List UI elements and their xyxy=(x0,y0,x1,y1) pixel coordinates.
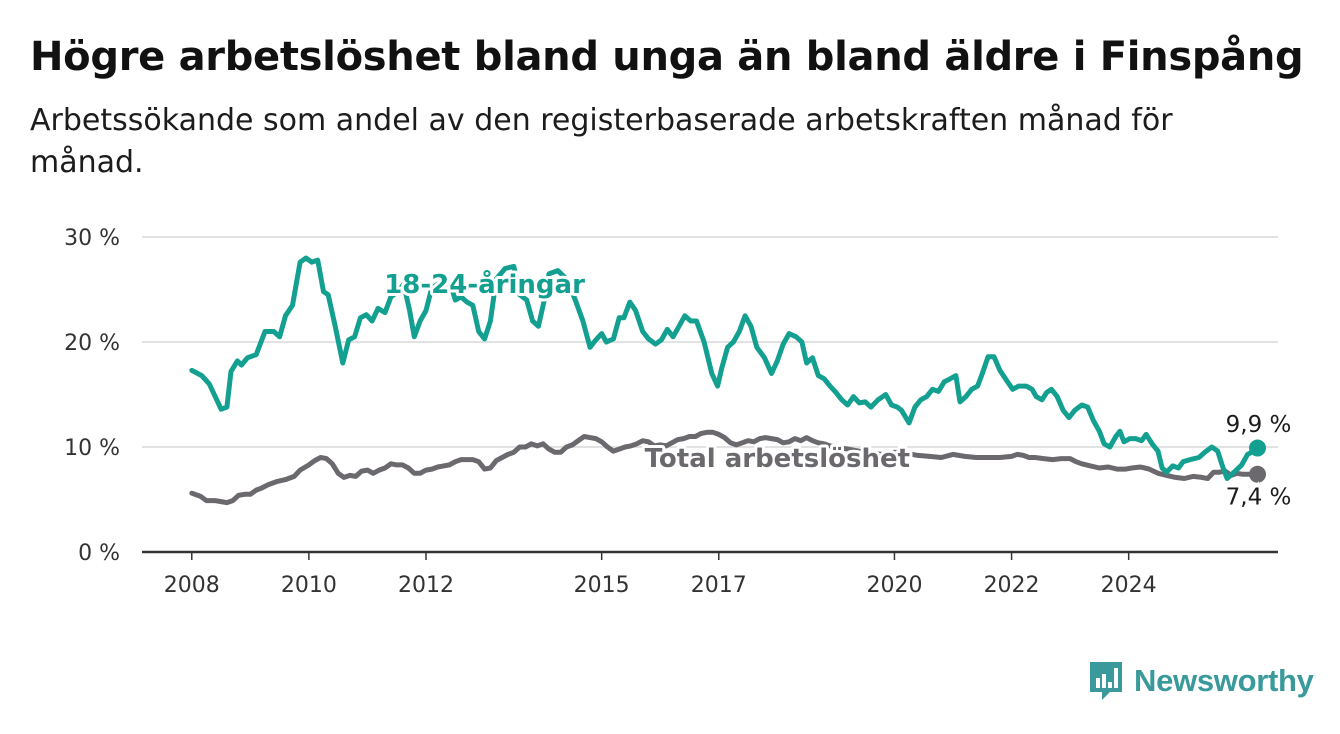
x-tick-label: 2024 xyxy=(1101,573,1157,598)
chart-title: Högre arbetslöshet bland unga än bland ä… xyxy=(30,34,1304,80)
end-value-label-youth: 9,9 % xyxy=(1226,412,1292,438)
chart-subtitle: Arbetssökande som andel av den registerb… xyxy=(30,103,1173,180)
x-tick-label: 2017 xyxy=(691,573,747,598)
x-tick-label: 2015 xyxy=(574,573,630,598)
y-tick-label: 10 % xyxy=(64,436,120,461)
end-markers: 9,9 % 7,4 % xyxy=(1223,410,1294,513)
y-tick-label: 30 % xyxy=(64,226,120,251)
y-tick-label: 20 % xyxy=(64,331,120,356)
x-tick-label: 2008 xyxy=(164,573,220,598)
x-tick-label: 2020 xyxy=(866,573,922,598)
series-lines xyxy=(189,255,1260,506)
end-marker-youth xyxy=(1249,439,1267,457)
y-axis-tick-labels: 0 % 10 % 20 % 30 % xyxy=(64,226,120,566)
logo-text: Newsworthy xyxy=(1134,663,1314,698)
series-label-youth: 18-24-åringar xyxy=(384,268,585,300)
series-annotations: 18-24-åringar Total arbetslöshet xyxy=(381,265,913,477)
newsworthy-logo: Newsworthy xyxy=(1088,660,1314,702)
end-value-label-total: 7,4 % xyxy=(1226,484,1292,510)
gridlines xyxy=(142,236,1278,554)
x-axis-tick-labels: 2008 2010 2012 2015 2017 2020 2022 2024 xyxy=(164,552,1157,598)
x-tick-label: 2022 xyxy=(984,573,1040,598)
end-marker-total xyxy=(1249,465,1267,483)
series-line-youth xyxy=(189,255,1260,481)
y-tick-label: 0 % xyxy=(78,541,120,566)
bar-chart-speech-bubble-icon xyxy=(1090,662,1122,700)
series-label-total: Total arbetslöshet xyxy=(645,444,910,474)
x-tick-label: 2010 xyxy=(281,573,337,598)
x-tick-label: 2012 xyxy=(398,573,454,598)
series-line-total xyxy=(189,429,1260,506)
